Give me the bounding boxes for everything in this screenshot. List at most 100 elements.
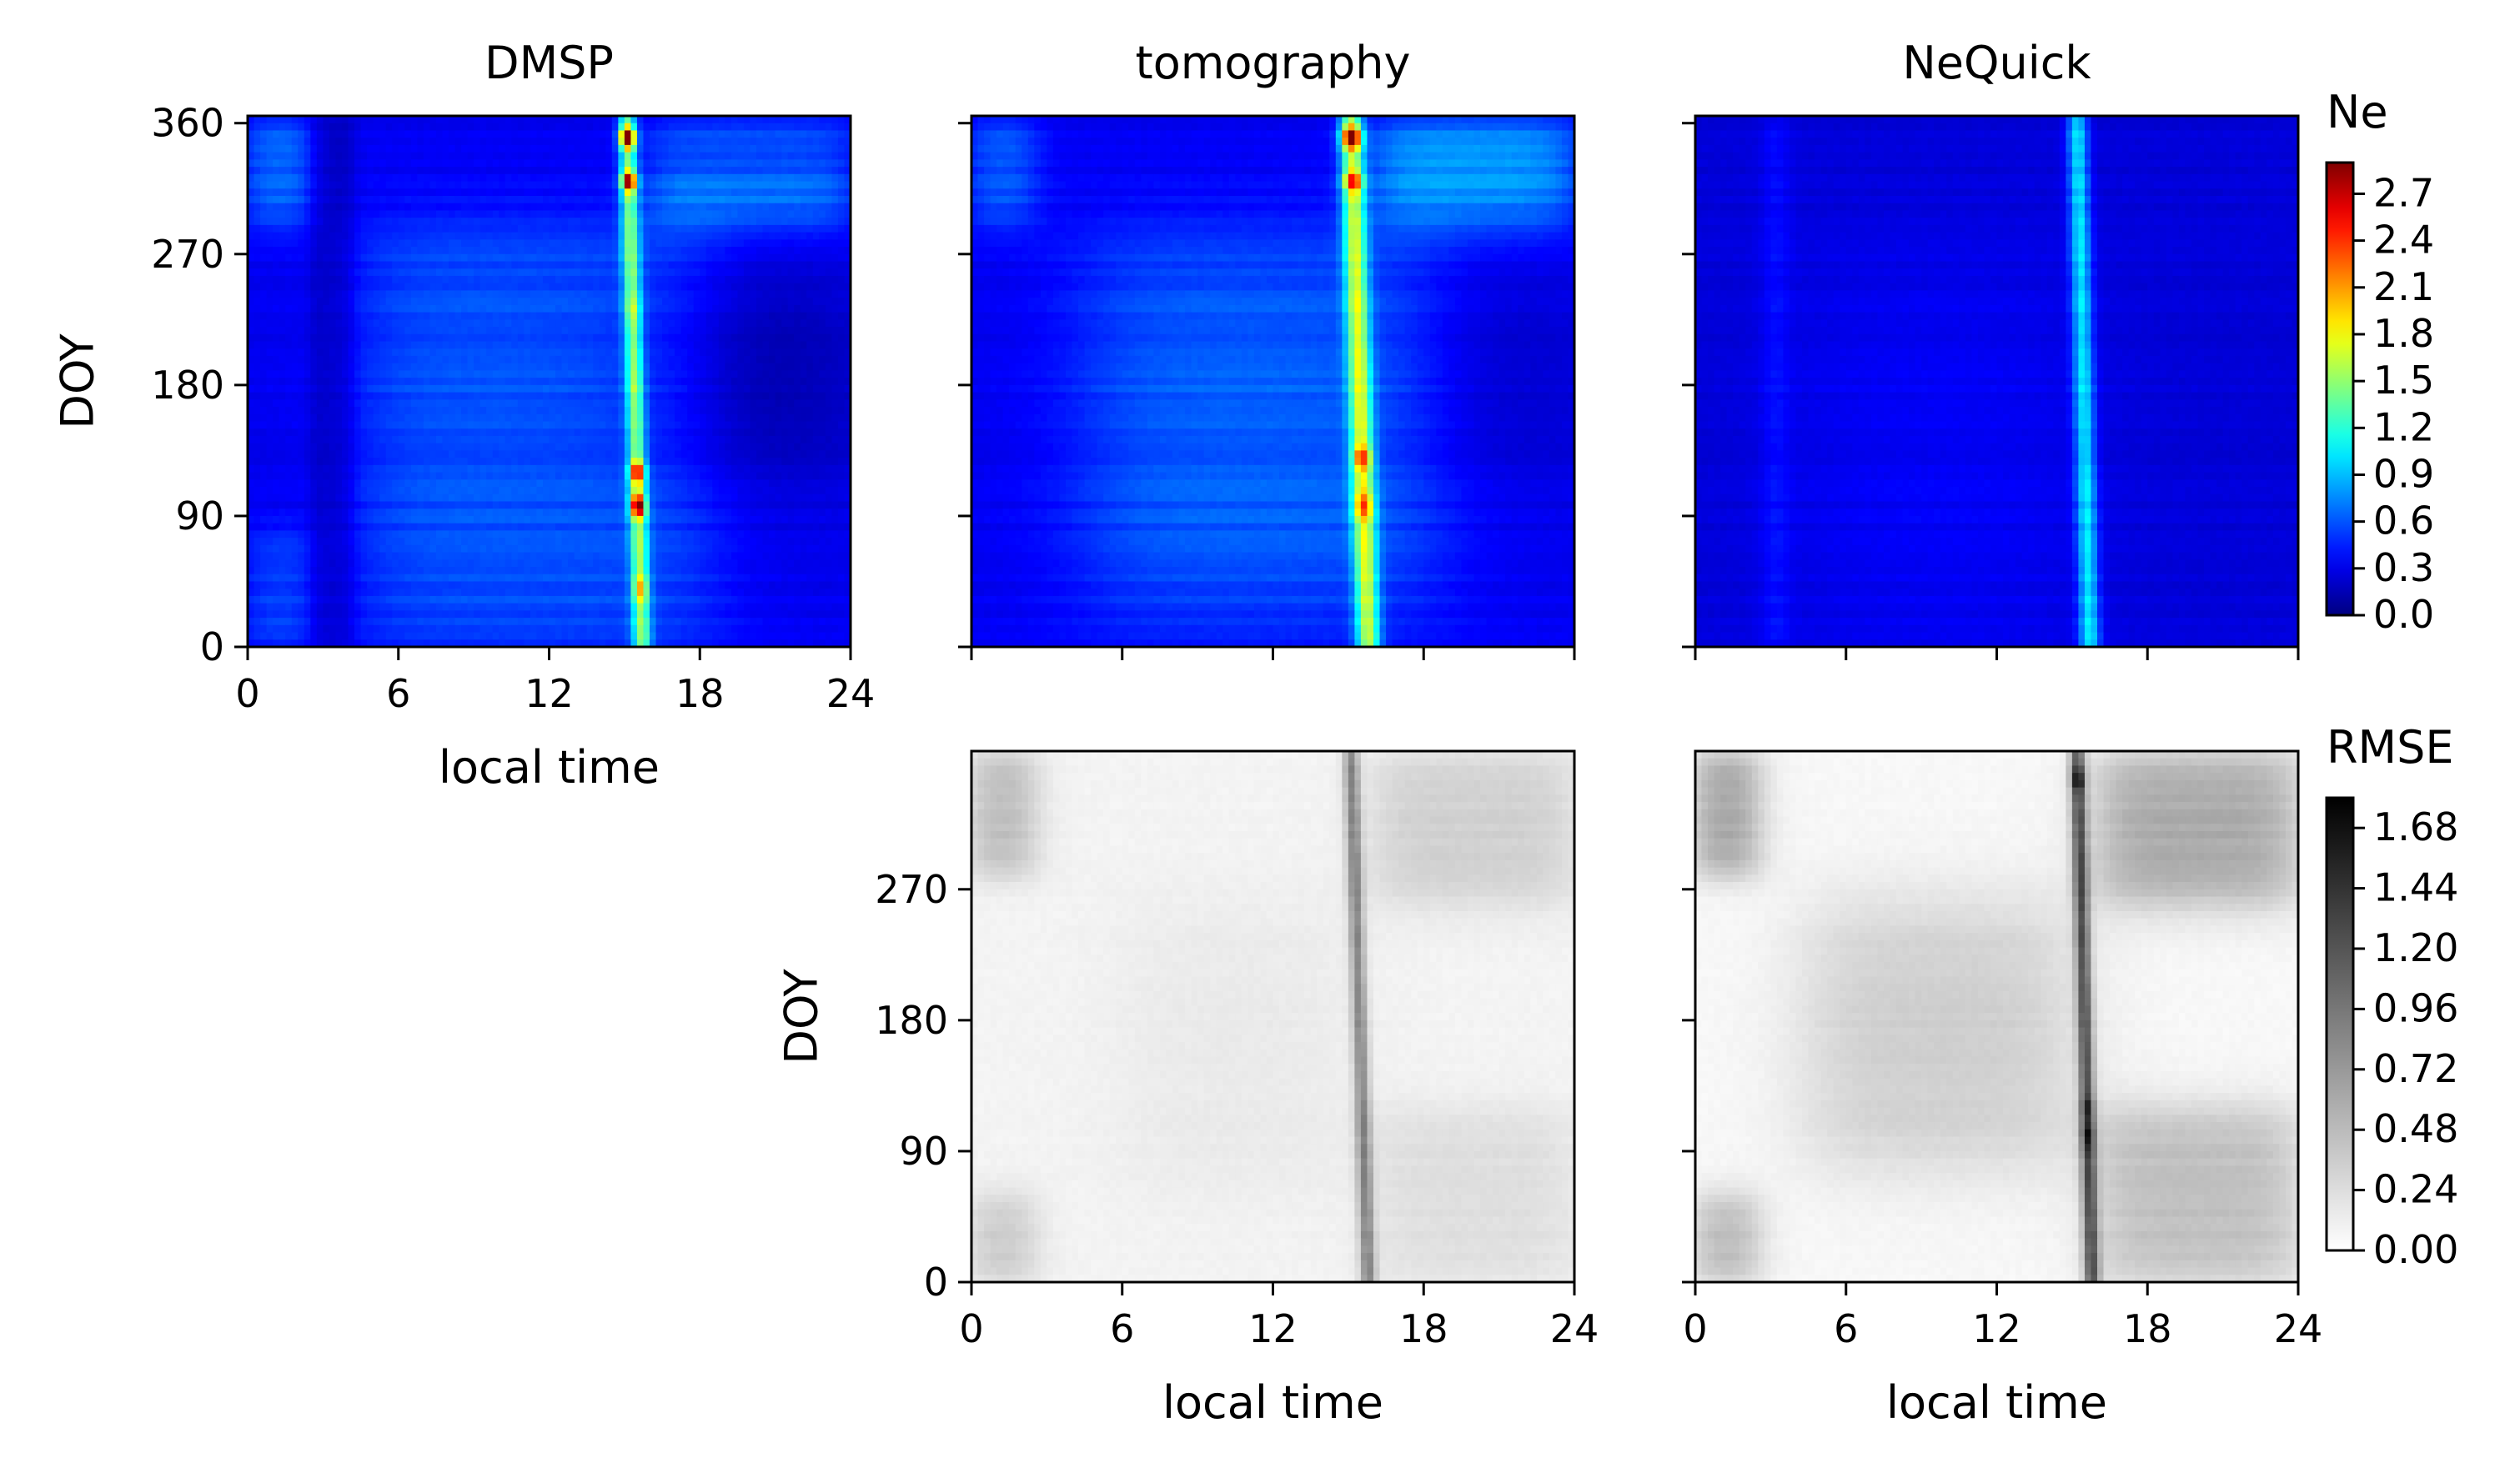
heatmap-cell (436, 443, 443, 451)
heatmap-cell (675, 370, 681, 378)
heatmap-cell (731, 298, 738, 305)
heatmap-cell (260, 313, 267, 320)
heatmap-cell (675, 450, 681, 458)
heatmap-cell (618, 203, 625, 211)
heatmap-cell (694, 421, 700, 428)
heatmap-cell (480, 159, 487, 167)
heatmap-cell (781, 167, 788, 174)
heatmap-cell (273, 182, 279, 189)
heatmap-cell (831, 210, 838, 218)
heatmap-cell (625, 399, 631, 407)
heatmap-cell (536, 334, 543, 342)
heatmap-cell (813, 153, 820, 160)
heatmap-cell (424, 298, 430, 305)
heatmap-cell (662, 276, 669, 283)
heatmap-cell (342, 378, 349, 385)
heatmap-cell (776, 203, 782, 211)
heatmap-cell (335, 378, 342, 385)
heatmap-cell (587, 305, 594, 313)
heatmap-cell (706, 407, 713, 414)
heatmap-cell (630, 298, 637, 305)
heatmap-cell (442, 479, 449, 487)
heatmap-cell (694, 290, 700, 298)
heatmap-cell (335, 305, 342, 313)
heatmap-cell (298, 334, 304, 342)
heatmap-cell (669, 290, 675, 298)
heatmap-cell (587, 319, 594, 327)
heatmap-cell (323, 319, 329, 327)
heatmap-cell (643, 334, 650, 342)
heatmap-cell (429, 487, 436, 494)
heatmap-cell (612, 428, 619, 436)
heatmap-cell (511, 283, 518, 291)
heatmap-cell (543, 145, 550, 153)
heatmap-cell (329, 370, 336, 378)
heatmap-cell (694, 393, 700, 400)
heatmap-cell (354, 239, 361, 247)
heatmap-cell (694, 196, 700, 203)
heatmap-cell (530, 443, 537, 451)
heatmap-cell (292, 363, 299, 371)
heatmap-cell (669, 268, 675, 276)
heatmap-cell (349, 319, 355, 327)
heatmap-cell (737, 225, 744, 233)
heatmap-cell (411, 268, 418, 276)
heatmap-cell (417, 262, 424, 269)
heatmap-cell (329, 436, 336, 443)
heatmap-cell (404, 138, 411, 145)
heatmap-cell (706, 327, 713, 334)
heatmap-cell (700, 348, 706, 356)
heatmap-cell (813, 123, 820, 131)
heatmap-cell (536, 145, 543, 153)
heatmap-cell (712, 174, 719, 182)
heatmap-cell (580, 443, 587, 451)
heatmap-cell (273, 145, 279, 153)
heatmap-cell (587, 239, 594, 247)
heatmap-cell (292, 123, 299, 131)
heatmap-cell (788, 342, 795, 349)
heatmap-cell (826, 283, 832, 291)
heatmap-cell (285, 399, 292, 407)
heatmap-cell (687, 247, 694, 254)
heatmap-cell (285, 145, 292, 153)
heatmap-cell (304, 421, 311, 428)
heatmap-cell (292, 399, 299, 407)
heatmap-cell (630, 145, 637, 153)
heatmap-cell (719, 188, 725, 196)
heatmap-cell (354, 159, 361, 167)
heatmap-cell (304, 465, 311, 473)
heatmap-cell (323, 130, 329, 138)
heatmap-cell (543, 305, 550, 313)
heatmap-cell (550, 450, 556, 458)
heatmap-cell (273, 487, 279, 494)
heatmap-cell (317, 225, 324, 233)
heatmap-cell (694, 319, 700, 327)
heatmap-cell (794, 407, 801, 414)
heatmap-cell (719, 458, 725, 465)
heatmap-cell (744, 305, 750, 313)
heatmap-cell (260, 473, 267, 480)
heatmap-cell (468, 203, 474, 211)
heatmap-cell (794, 348, 801, 356)
heatmap-cell (536, 239, 543, 247)
heatmap-cell (417, 159, 424, 167)
heatmap-cell (580, 218, 587, 225)
heatmap-cell (474, 450, 480, 458)
heatmap-cell (587, 196, 594, 203)
heatmap-cell (442, 290, 449, 298)
heatmap-cell (587, 334, 594, 342)
heatmap-cell (831, 356, 838, 363)
heatmap-cell (687, 319, 694, 327)
heatmap-cell (838, 305, 845, 313)
heatmap-cell (468, 385, 474, 393)
heatmap-cell (612, 334, 619, 342)
heatmap-cell (550, 313, 556, 320)
heatmap-cell (756, 145, 763, 153)
heatmap-cell (794, 473, 801, 480)
heatmap-cell (530, 210, 537, 218)
heatmap-cell (361, 138, 368, 145)
heatmap-cell (630, 268, 637, 276)
heatmap-cell (386, 167, 393, 174)
heatmap-cell (763, 370, 770, 378)
heatmap-cell (650, 182, 656, 189)
